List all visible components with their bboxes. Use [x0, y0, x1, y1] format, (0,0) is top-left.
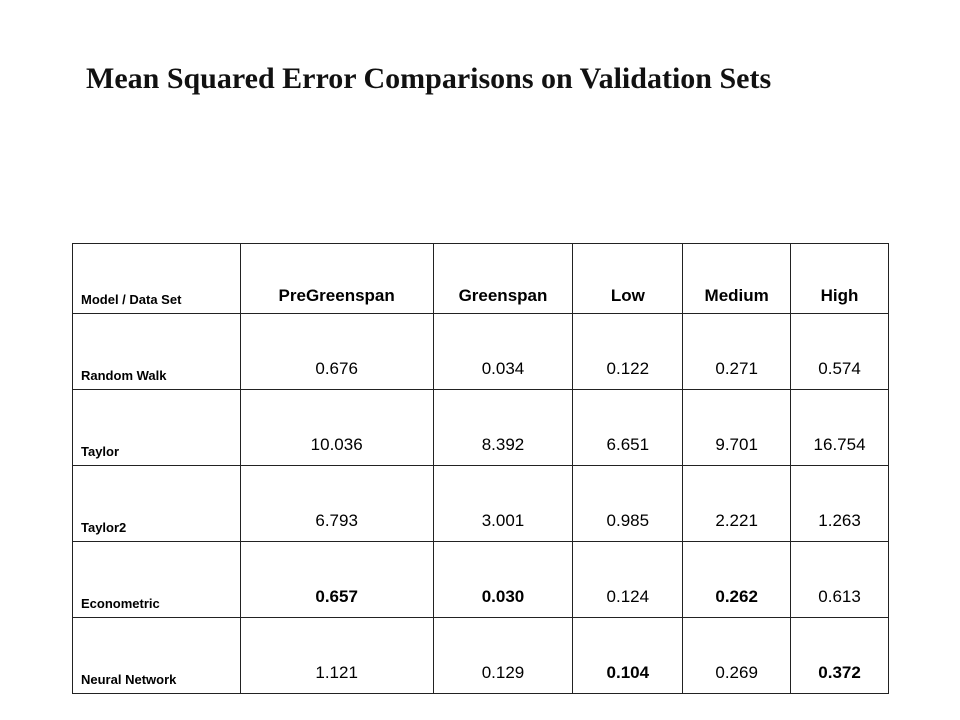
page-title: Mean Squared Error Comparisons on Valida… [86, 62, 772, 95]
row-label-econometric: Econometric [72, 541, 241, 618]
mse-table: Model / Data Set PreGreenspan Greenspan … [72, 243, 889, 694]
table-cell: 3.001 [432, 465, 574, 542]
table-cell: 6.793 [239, 465, 434, 542]
table-cell: 0.372 [790, 617, 889, 694]
row-label-random-walk: Random Walk [72, 313, 241, 390]
column-header-greenspan: Greenspan [432, 243, 574, 314]
table-cell: 0.124 [572, 541, 684, 618]
column-header-low: Low [572, 243, 684, 314]
table-cell: 8.392 [432, 389, 574, 466]
column-header-pregreenspan: PreGreenspan [239, 243, 434, 314]
corner-header: Model / Data Set [72, 243, 241, 314]
table-cell: 0.030 [432, 541, 574, 618]
row-label-taylor: Taylor [72, 389, 241, 466]
table-row: Econometric 0.657 0.030 0.124 0.262 0.61… [72, 541, 889, 618]
table-cell: 0.104 [572, 617, 684, 694]
table-cell: 0.676 [239, 313, 434, 390]
table-cell: 0.269 [682, 617, 792, 694]
table-cell: 1.121 [239, 617, 434, 694]
row-label-taylor2: Taylor2 [72, 465, 241, 542]
table-cell: 0.129 [432, 617, 574, 694]
table-row: Neural Network 1.121 0.129 0.104 0.269 0… [72, 617, 889, 694]
table-cell: 9.701 [682, 389, 792, 466]
table-cell: 0.613 [790, 541, 889, 618]
table-cell: 0.574 [790, 313, 889, 390]
table-cell: 0.985 [572, 465, 684, 542]
table-row: Taylor2 6.793 3.001 0.985 2.221 1.263 [72, 465, 889, 542]
table-row: Random Walk 0.676 0.034 0.122 0.271 0.57… [72, 313, 889, 390]
table-cell: 0.657 [239, 541, 434, 618]
table-cell: 0.271 [682, 313, 792, 390]
table-cell: 2.221 [682, 465, 792, 542]
table-cell: 6.651 [572, 389, 684, 466]
table-cell: 0.034 [432, 313, 574, 390]
table-cell: 0.122 [572, 313, 684, 390]
table-cell: 0.262 [682, 541, 792, 618]
row-label-neural-network: Neural Network [72, 617, 241, 694]
table-header-row: Model / Data Set PreGreenspan Greenspan … [72, 243, 889, 314]
table-cell: 10.036 [239, 389, 434, 466]
column-header-high: High [790, 243, 889, 314]
table-row: Taylor 10.036 8.392 6.651 9.701 16.754 [72, 389, 889, 466]
column-header-medium: Medium [682, 243, 792, 314]
table-cell: 16.754 [790, 389, 889, 466]
table-cell: 1.263 [790, 465, 889, 542]
